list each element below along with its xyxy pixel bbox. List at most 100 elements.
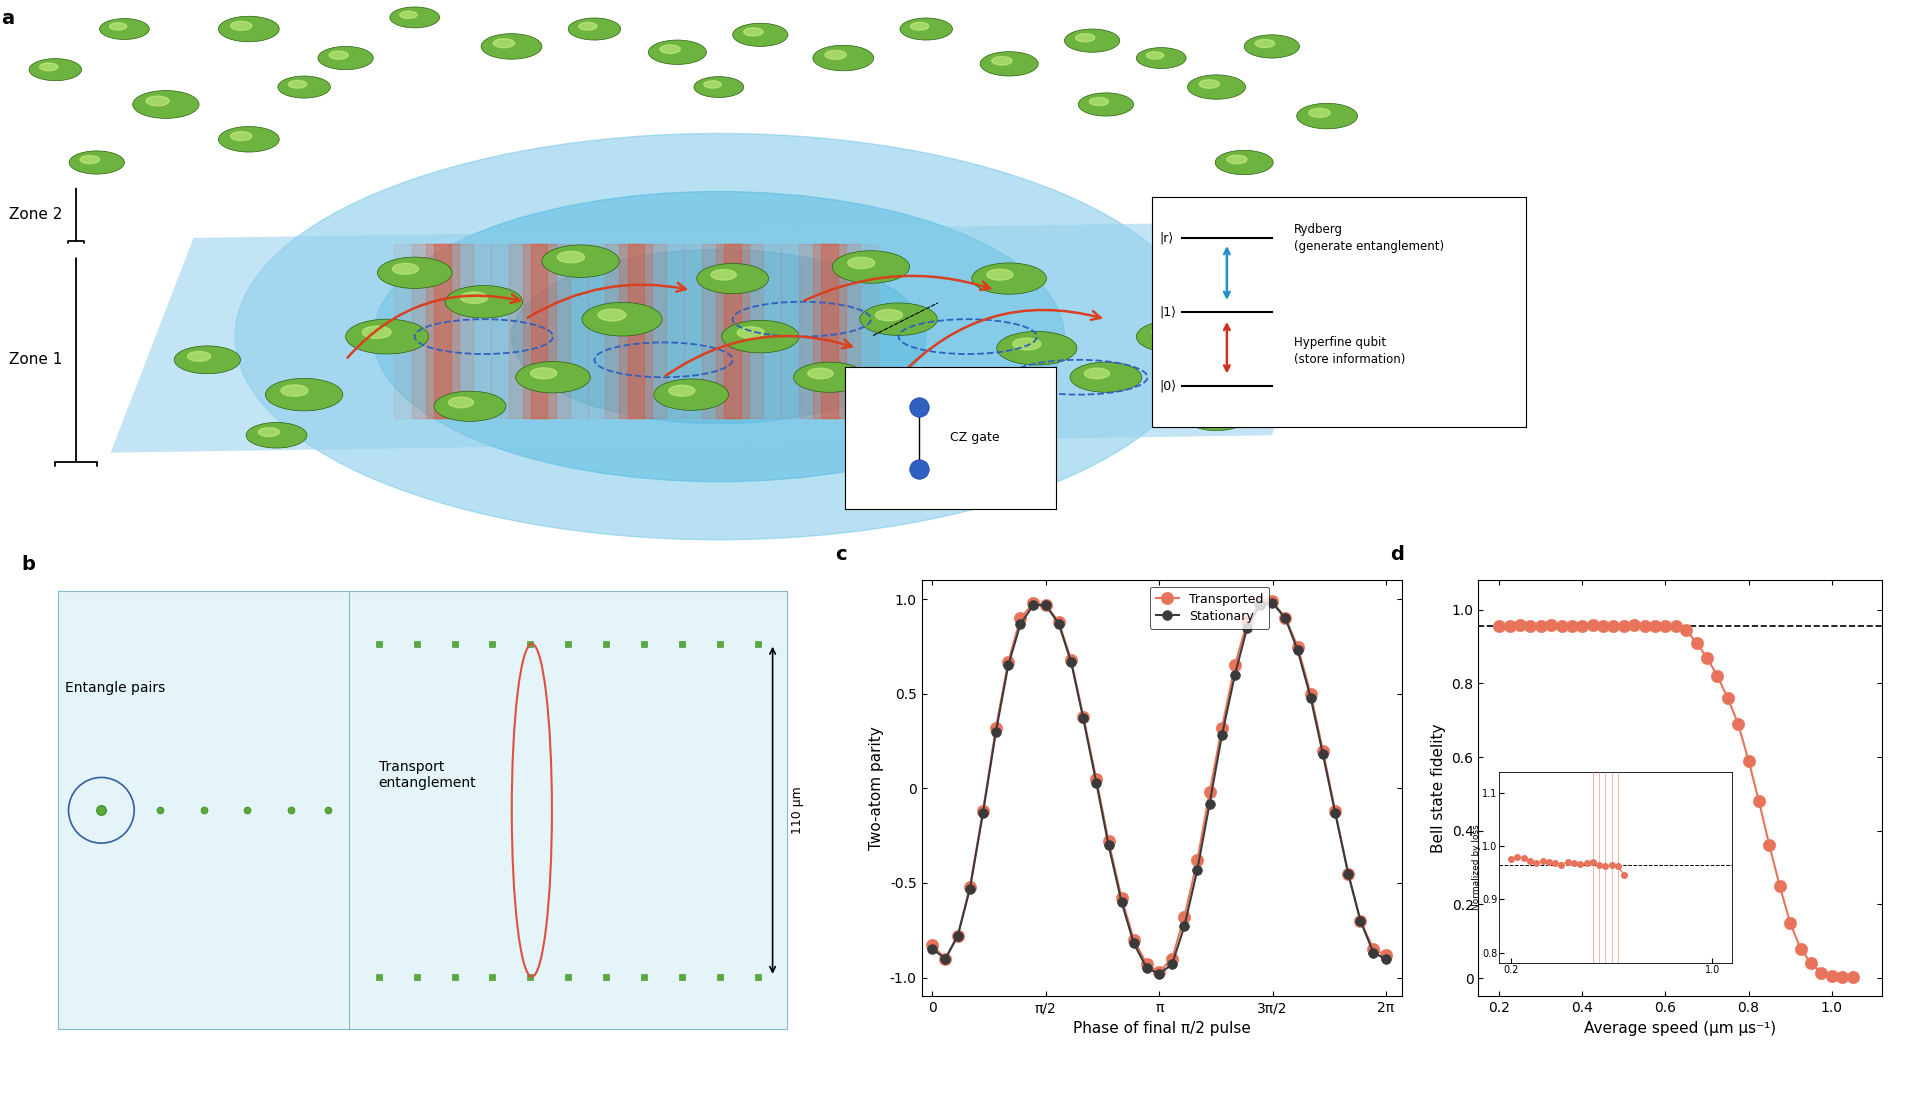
Circle shape: [328, 51, 348, 59]
Circle shape: [390, 7, 440, 27]
Text: Zone 1: Zone 1: [10, 353, 61, 367]
Circle shape: [146, 96, 169, 106]
Transported: [1046, 615, 1069, 629]
Text: c: c: [835, 544, 847, 564]
Circle shape: [1256, 39, 1275, 47]
Bar: [799, 244, 860, 418]
Circle shape: [693, 77, 743, 97]
Transported: [1311, 744, 1334, 757]
Circle shape: [710, 269, 735, 280]
Circle shape: [399, 11, 417, 19]
Stationary: [1021, 598, 1044, 611]
Transported: [1021, 597, 1044, 610]
Circle shape: [449, 397, 474, 407]
Stationary: [1096, 839, 1119, 852]
Transported: [1236, 615, 1260, 629]
Transported: [1198, 785, 1221, 798]
Circle shape: [996, 332, 1077, 365]
Circle shape: [649, 41, 707, 65]
Bar: [684, 244, 781, 418]
Circle shape: [1146, 51, 1164, 59]
Circle shape: [372, 192, 1064, 482]
Stationary: [1273, 612, 1296, 625]
Circle shape: [1079, 93, 1133, 116]
Circle shape: [434, 391, 507, 422]
Bar: [522, 244, 555, 418]
Transported: [1361, 943, 1384, 956]
Circle shape: [578, 22, 597, 31]
Transported: [1223, 659, 1246, 672]
Circle shape: [392, 264, 419, 275]
Stationary: [1135, 961, 1158, 975]
Transported: [972, 805, 995, 818]
Circle shape: [597, 309, 626, 321]
Circle shape: [288, 80, 307, 89]
Circle shape: [29, 59, 81, 81]
Stationary: [1261, 597, 1284, 610]
X-axis label: Phase of final π/2 pulse: Phase of final π/2 pulse: [1073, 1021, 1250, 1036]
Y-axis label: Two-atom parity: Two-atom parity: [870, 726, 885, 851]
Stationary: [1236, 621, 1260, 634]
Circle shape: [987, 269, 1014, 280]
Bar: [781, 244, 877, 418]
Stationary: [1361, 946, 1384, 959]
Circle shape: [668, 385, 695, 396]
Circle shape: [378, 257, 451, 288]
Bar: [812, 244, 847, 418]
Circle shape: [1296, 103, 1357, 129]
Text: |0⟩: |0⟩: [1160, 379, 1177, 392]
Circle shape: [1200, 80, 1219, 89]
Bar: [426, 244, 459, 418]
Stationary: [1187, 863, 1210, 876]
Stationary: [1336, 867, 1359, 880]
Circle shape: [219, 16, 278, 42]
Circle shape: [722, 321, 799, 353]
Stationary: [1300, 691, 1323, 704]
Circle shape: [257, 428, 280, 437]
Stationary: [1060, 655, 1083, 668]
Circle shape: [826, 50, 847, 59]
Circle shape: [849, 257, 876, 268]
Transported: [985, 722, 1008, 735]
Transported: [1148, 966, 1171, 979]
Transported: [922, 938, 945, 952]
Circle shape: [1227, 155, 1248, 164]
Bar: [509, 244, 570, 418]
Line: Stationary: Stationary: [927, 598, 1390, 979]
Transported: [1071, 710, 1094, 723]
Circle shape: [346, 320, 428, 354]
Stationary: [1248, 598, 1271, 611]
Circle shape: [910, 22, 929, 31]
Circle shape: [1085, 368, 1110, 379]
Stationary: [1010, 618, 1033, 631]
Bar: [394, 244, 492, 418]
Circle shape: [363, 326, 392, 338]
Stationary: [1311, 748, 1334, 761]
Polygon shape: [111, 220, 1356, 452]
Text: a: a: [2, 9, 15, 27]
Stationary: [985, 725, 1008, 738]
Circle shape: [516, 361, 589, 393]
Circle shape: [993, 57, 1012, 65]
Stationary: [1148, 967, 1171, 980]
Y-axis label: Bell state fidelity: Bell state fidelity: [1430, 724, 1446, 853]
Circle shape: [931, 379, 1004, 411]
Circle shape: [1187, 405, 1246, 430]
Stationary: [1085, 776, 1108, 789]
Stationary: [1286, 644, 1309, 657]
Bar: [628, 244, 645, 418]
Circle shape: [219, 127, 278, 152]
Circle shape: [1208, 304, 1281, 334]
Stationary: [1350, 914, 1373, 927]
Transported: [958, 880, 981, 894]
Stationary: [1198, 797, 1221, 810]
Circle shape: [1244, 35, 1300, 58]
Stationary: [1160, 958, 1183, 971]
Text: b: b: [21, 555, 35, 574]
Stationary: [1375, 952, 1398, 965]
Stationary: [958, 883, 981, 896]
Transported: [1010, 612, 1033, 625]
Circle shape: [1075, 34, 1094, 42]
Circle shape: [530, 368, 557, 379]
Bar: [620, 244, 653, 418]
